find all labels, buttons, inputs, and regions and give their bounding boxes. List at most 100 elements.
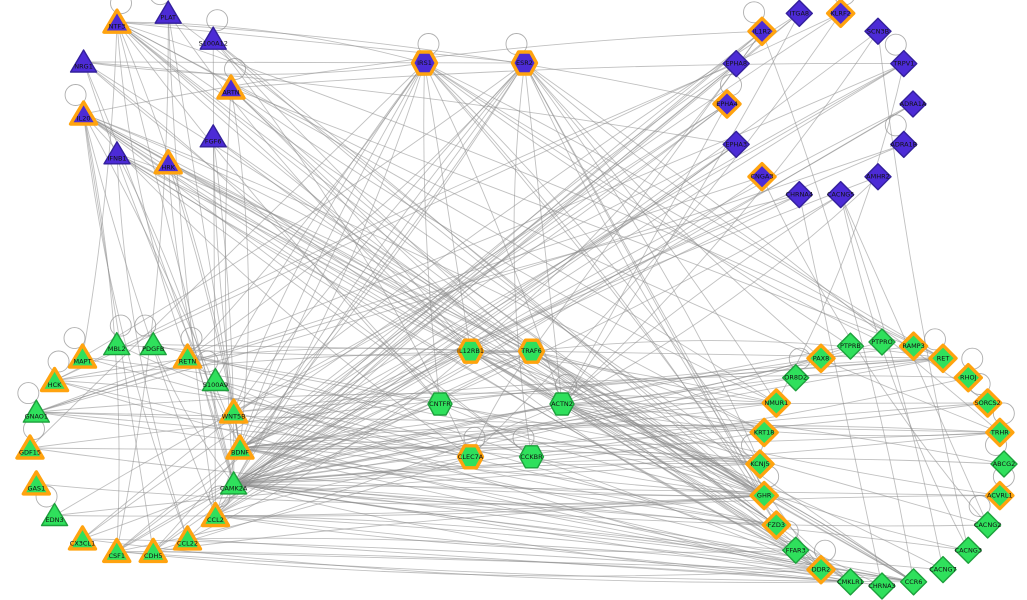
node-ADRA1A[interactable]: ADRA1A bbox=[899, 90, 927, 118]
node-CACNG3[interactable]: CACNG3 bbox=[954, 536, 982, 564]
purple-triangle-shape[interactable] bbox=[102, 8, 132, 34]
node-GAS1[interactable]: GAS1 bbox=[21, 470, 52, 496]
green-triangle-shape[interactable] bbox=[201, 367, 230, 392]
green-diamond-shape[interactable] bbox=[985, 417, 1015, 448]
green-diamond-shape[interactable] bbox=[868, 328, 896, 356]
green-diamond-shape[interactable] bbox=[972, 388, 1003, 418]
green-diamond-shape[interactable] bbox=[954, 536, 982, 564]
green-diamond-shape[interactable] bbox=[761, 388, 792, 418]
node-KLRF2[interactable]: KLRF2 bbox=[825, 0, 856, 29]
green-triangle-shape[interactable] bbox=[219, 471, 248, 495]
green-diamond-shape[interactable] bbox=[806, 554, 836, 585]
purple-diamond-shape[interactable] bbox=[785, 0, 814, 28]
node-CCKBR[interactable]: CCKBR bbox=[518, 445, 545, 469]
green-triangle-shape[interactable] bbox=[21, 470, 52, 496]
node-IL12RB1[interactable]: IL12RB1 bbox=[456, 338, 485, 364]
purple-diamond-shape[interactable] bbox=[825, 0, 856, 29]
green-hexagon-shape[interactable] bbox=[456, 338, 485, 364]
node-TRHR[interactable]: TRHR bbox=[985, 417, 1015, 448]
green-diamond-shape[interactable] bbox=[782, 536, 810, 564]
purple-triangle-shape[interactable] bbox=[69, 49, 98, 73]
node-TRAF6[interactable]: TRAF6 bbox=[517, 338, 546, 364]
node-SORCS2[interactable]: SORCS2 bbox=[972, 388, 1003, 418]
green-hexagon-shape[interactable] bbox=[518, 445, 545, 469]
green-triangle-shape[interactable] bbox=[40, 502, 69, 527]
purple-diamond-shape[interactable] bbox=[890, 130, 918, 159]
green-diamond-shape[interactable] bbox=[761, 510, 792, 540]
green-diamond-shape[interactable] bbox=[749, 417, 779, 448]
green-diamond-shape[interactable] bbox=[782, 364, 810, 392]
green-diamond-shape[interactable] bbox=[868, 572, 896, 600]
purple-triangle-shape[interactable] bbox=[154, 0, 182, 24]
node-CX3CL1[interactable]: CX3CL1 bbox=[67, 525, 98, 551]
node-MBL2[interactable]: MBL2 bbox=[103, 331, 131, 356]
node-NMUR1[interactable]: NMUR1 bbox=[761, 388, 792, 418]
node-TRPV1[interactable]: TRPV1 bbox=[890, 49, 918, 78]
purple-diamond-shape[interactable] bbox=[899, 90, 927, 118]
node-CNGA3[interactable]: CNGA3 bbox=[747, 162, 777, 192]
node-CSF1[interactable]: CSF1 bbox=[102, 537, 132, 564]
green-hexagon-shape[interactable] bbox=[517, 338, 546, 364]
node-ACVRL1[interactable]: ACVRL1 bbox=[985, 480, 1015, 511]
green-hexagon-shape[interactable] bbox=[456, 444, 485, 470]
green-diamond-shape[interactable] bbox=[929, 555, 957, 584]
green-triangle-shape[interactable] bbox=[138, 537, 168, 564]
node-IFNB1[interactable]: IFNB1 bbox=[103, 141, 131, 165]
node-FGF6[interactable]: FGF6 bbox=[199, 124, 227, 148]
node-EPHA3[interactable]: EPHA3 bbox=[722, 130, 750, 159]
green-diamond-shape[interactable] bbox=[836, 568, 865, 596]
green-triangle-shape[interactable] bbox=[22, 399, 51, 423]
purple-triangle-shape[interactable] bbox=[199, 124, 227, 148]
green-diamond-shape[interactable] bbox=[749, 480, 779, 511]
purple-triangle-shape[interactable] bbox=[153, 149, 183, 175]
green-triangle-shape[interactable] bbox=[218, 398, 249, 424]
node-CHRNA4[interactable]: CHRNA4 bbox=[785, 180, 814, 209]
purple-diamond-shape[interactable] bbox=[826, 180, 855, 209]
node-ITGA8[interactable]: ITGA8 bbox=[785, 0, 814, 28]
green-diamond-shape[interactable] bbox=[899, 568, 928, 596]
purple-diamond-shape[interactable] bbox=[747, 162, 777, 192]
node-IL1R2[interactable]: IL1R2 bbox=[747, 16, 777, 46]
green-hexagon-shape[interactable] bbox=[549, 392, 575, 416]
node-RHOJ[interactable]: RHOJ bbox=[953, 363, 983, 393]
green-triangle-shape[interactable] bbox=[39, 366, 70, 393]
green-triangle-shape[interactable] bbox=[67, 525, 98, 551]
green-hexagon-shape[interactable] bbox=[427, 392, 453, 416]
green-diamond-shape[interactable] bbox=[953, 363, 983, 393]
green-diamond-shape[interactable] bbox=[990, 450, 1018, 478]
node-ESR2[interactable]: ESR2 bbox=[510, 50, 539, 76]
node-RET[interactable]: RET bbox=[928, 343, 958, 374]
purple-triangle-shape[interactable] bbox=[216, 74, 246, 100]
green-diamond-shape[interactable] bbox=[898, 331, 929, 361]
green-diamond-shape[interactable] bbox=[928, 343, 958, 374]
purple-triangle-shape[interactable] bbox=[103, 141, 131, 165]
green-triangle-shape[interactable] bbox=[102, 537, 132, 564]
node-ACTN2[interactable]: ACTN2 bbox=[549, 392, 575, 416]
green-diamond-shape[interactable] bbox=[973, 511, 1002, 539]
green-triangle-shape[interactable] bbox=[225, 434, 255, 460]
purple-diamond-shape[interactable] bbox=[864, 163, 892, 191]
purple-hexagon-shape[interactable] bbox=[510, 50, 539, 76]
green-triangle-shape[interactable] bbox=[200, 501, 231, 528]
green-diamond-shape[interactable] bbox=[745, 449, 775, 479]
node-CCR6[interactable]: CCR6 bbox=[899, 568, 928, 596]
node-CACNG7[interactable]: CACNG7 bbox=[929, 555, 957, 584]
node-CACNG2[interactable]: CACNG2 bbox=[973, 511, 1002, 539]
green-triangle-shape[interactable] bbox=[139, 331, 167, 356]
green-triangle-shape[interactable] bbox=[172, 343, 203, 369]
purple-triangle-shape[interactable] bbox=[68, 100, 99, 126]
green-triangle-shape[interactable] bbox=[67, 343, 98, 369]
node-IRS1[interactable]: IRS1 bbox=[410, 50, 439, 76]
purple-diamond-shape[interactable] bbox=[864, 17, 892, 45]
green-diamond-shape[interactable] bbox=[806, 343, 836, 374]
purple-diamond-shape[interactable] bbox=[747, 16, 777, 46]
green-triangle-shape[interactable] bbox=[103, 331, 131, 356]
purple-diamond-shape[interactable] bbox=[722, 130, 750, 159]
purple-triangle-shape[interactable] bbox=[199, 26, 227, 50]
node-CNTFR[interactable]: CNTFR bbox=[427, 392, 453, 416]
node-CACNG5[interactable]: CACNG5 bbox=[826, 180, 855, 209]
purple-diamond-shape[interactable] bbox=[722, 49, 750, 78]
node-SCN3B[interactable]: SCN3B bbox=[864, 17, 892, 45]
